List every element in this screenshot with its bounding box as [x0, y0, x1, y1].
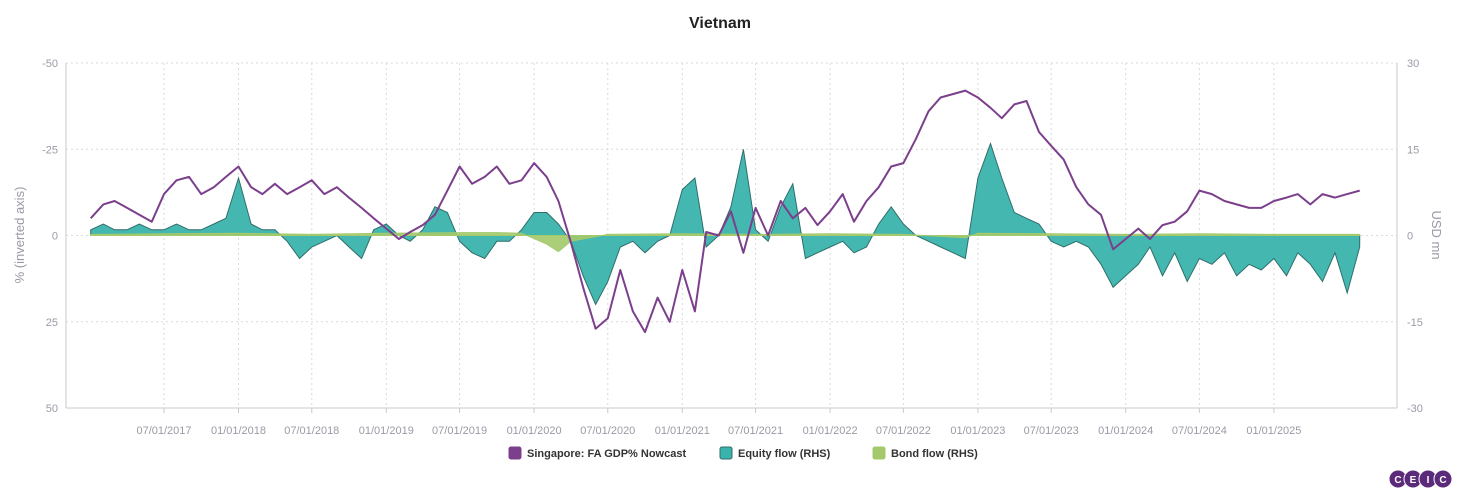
legend-swatch [719, 446, 733, 460]
y-tick-right: 15 [1407, 144, 1419, 156]
x-tick-label: 01/01/2021 [655, 425, 710, 437]
x-tick-label: 01/01/2022 [803, 425, 858, 437]
y-tick-left: 0 [52, 231, 58, 243]
x-tick-label: 01/01/2023 [950, 425, 1005, 437]
x-tick-label: 07/01/2017 [136, 425, 191, 437]
x-tick-label: 07/01/2022 [876, 425, 931, 437]
legend: Singapore: FA GDP% Nowcast Equity flow (R… [508, 446, 978, 460]
x-tick-label: 01/01/2025 [1246, 425, 1301, 437]
y-tick-right: -15 [1407, 317, 1423, 329]
y-tick-left: 25 [46, 317, 58, 329]
y-tick-right: 30 [1407, 58, 1419, 70]
logo-letter: I [1427, 475, 1430, 486]
x-tick-label: 07/01/2019 [432, 425, 487, 437]
x-tick-label: 01/01/2018 [211, 425, 266, 437]
logo-letter: C [1394, 475, 1401, 486]
y-tick-left: 50 [46, 403, 58, 415]
line-layer [89, 89, 1360, 334]
x-tick-label: 07/01/2020 [580, 425, 635, 437]
y-tick-left: -25 [42, 144, 58, 156]
logo-letter: E [1410, 475, 1417, 486]
y-axis-right-title: USD mn [1429, 210, 1444, 259]
y-axis-left-title: % (inverted axis) [12, 187, 27, 284]
y-tick-left: -50 [42, 58, 58, 70]
y-tick-right: 0 [1407, 231, 1413, 243]
legend-swatch [508, 446, 522, 460]
x-tick-label: 01/01/2024 [1098, 425, 1153, 437]
series-area-2 [90, 232, 1361, 253]
y-tick-right: -30 [1407, 403, 1423, 415]
x-tick-label: 07/01/2023 [1024, 425, 1079, 437]
legend-label: Singapore: FA GDP% Nowcast [527, 448, 686, 460]
logo-circle [1433, 469, 1453, 489]
legend-label: Bond flow (RHS) [891, 448, 978, 460]
x-tick-label: 07/01/2018 [284, 425, 339, 437]
series-line-0 [89, 89, 1360, 334]
chart-title: Vietnam [689, 15, 751, 32]
x-tick-label: 01/01/2020 [507, 425, 562, 437]
x-tick-label: 07/01/2021 [728, 425, 783, 437]
x-tick-label: 07/01/2024 [1172, 425, 1227, 437]
legend-swatch [872, 446, 886, 460]
logo-letter: C [1439, 475, 1446, 486]
axis-layer: -50 30 -25 15 0 0 25 -15 50 -30 07/01/2017 01/01/20… [42, 58, 1423, 437]
legend-label: Equity flow (RHS) [738, 448, 831, 460]
x-tick-label: 01/01/2019 [359, 425, 414, 437]
